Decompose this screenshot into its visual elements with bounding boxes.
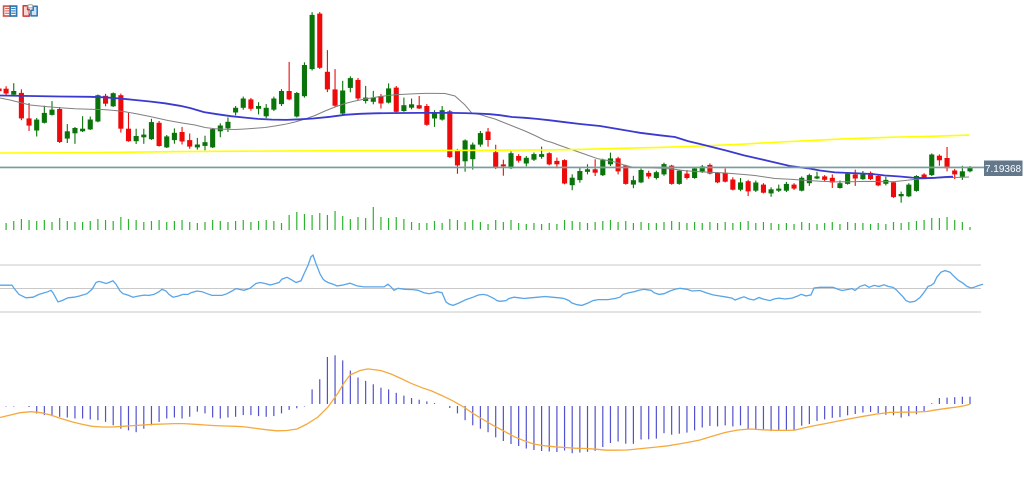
svg-text:7.19368: 7.19368 (985, 164, 1022, 175)
